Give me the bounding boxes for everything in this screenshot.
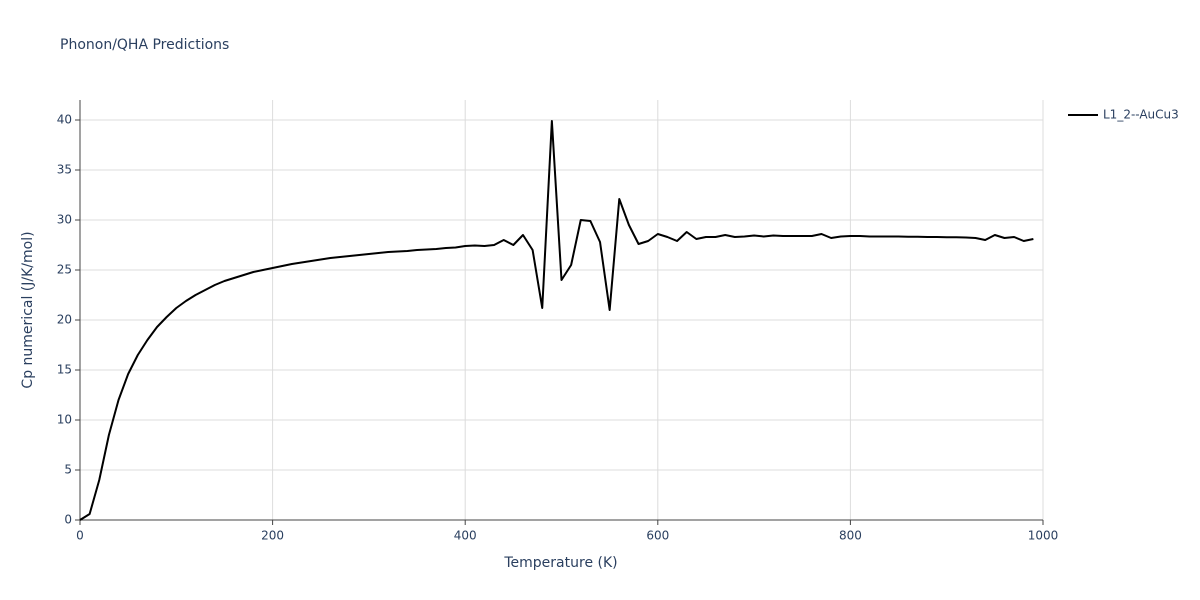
x-tick-label: 200 [261,529,284,543]
y-tick-label: 40 [57,113,72,127]
x-tick-label: 800 [839,529,862,543]
y-tick-label: 10 [57,413,72,427]
y-tick-label: 25 [57,263,72,277]
x-tick-label: 600 [646,529,669,543]
y-tick-label: 20 [57,313,72,327]
x-axis-title: Temperature (K) [503,555,617,571]
chart-title: Phonon/QHA Predictions [60,37,229,53]
y-tick-label: 5 [64,463,72,477]
y-tick-label: 30 [57,213,72,227]
x-tick-label: 1000 [1028,529,1059,543]
y-tick-label: 35 [57,163,72,177]
data-line [79,120,1034,521]
y-tick-label: 15 [57,363,72,377]
x-tick-label: 0 [76,529,84,543]
x-tick-label: 400 [454,529,477,543]
y-axis-title: Cp numerical (J/K/mol) [20,231,36,388]
y-tick-label: 0 [64,513,72,527]
legend-label: L1_2--AuCu3 [1103,108,1179,122]
